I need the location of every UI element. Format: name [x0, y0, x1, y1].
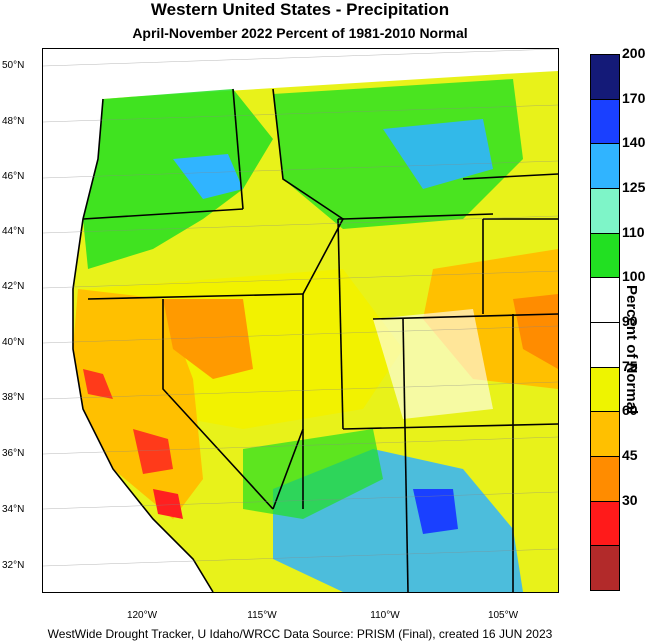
region-northwest-green: [83, 89, 273, 269]
legend-swatch: [590, 143, 620, 189]
state-boundaries: [82, 88, 558, 592]
region-washington-blue: [173, 154, 243, 199]
legend-swatch: [590, 188, 620, 234]
legend-swatch: [590, 98, 620, 145]
lon-label: 105°W: [487, 610, 519, 621]
legend-tick-label: 100: [622, 268, 646, 285]
lon-label: 120°W: [126, 610, 158, 621]
legend-tick-label: 125: [622, 179, 646, 195]
region-new-mexico-darkblue: [413, 489, 458, 534]
legend-tick-label: 170: [622, 89, 646, 106]
legend-swatch: [590, 500, 620, 547]
lat-label: 44°N: [2, 226, 25, 237]
region-plains-darkorange: [513, 294, 558, 369]
graticule: [43, 49, 558, 567]
region-norcal-red: [83, 369, 113, 399]
legend-swatch: [590, 366, 620, 413]
lat-label: 34°N: [2, 504, 25, 515]
lon-label: 115°W: [247, 610, 277, 621]
legend-tick-label: 140: [622, 134, 646, 151]
legend-swatch: [590, 54, 620, 100]
coastline: [72, 98, 214, 592]
lat-label: 42°N: [2, 281, 25, 292]
legend-swatch: [590, 232, 620, 279]
lat-label: 40°N: [2, 337, 25, 348]
lat-label: 36°N: [2, 448, 25, 459]
legend-tick-label: 200: [622, 45, 646, 61]
legend-tick-label: 110: [622, 223, 645, 240]
region-nevada-orange: [163, 299, 253, 379]
legend-tick-label: 60: [622, 402, 638, 419]
map-canvas: [43, 49, 558, 592]
region-montana-green: [273, 79, 523, 229]
legend-swatch: [590, 277, 620, 323]
lon-label: 110°W: [370, 610, 400, 621]
legend-tick-label: 45: [622, 447, 638, 463]
footer-credits: WestWide Drought Tracker, U Idaho/WRCC D…: [47, 627, 553, 641]
legend-swatch: [590, 411, 620, 457]
legend-swatch: [590, 545, 620, 591]
legend-tick-label: 30: [622, 491, 638, 508]
map-subtitle: April-November 2022 Percent of 1981-2010…: [132, 25, 468, 41]
legend-title: Percent of Normal: [623, 285, 640, 415]
region-central-california-red: [133, 429, 173, 474]
legend-swatch: [590, 456, 620, 502]
lat-label: 32°N: [2, 560, 25, 571]
map-title: Western United States - Precipitation: [150, 0, 450, 19]
region-montana-blue: [383, 119, 493, 189]
legend-tick-label: 75: [622, 357, 638, 374]
legend-tick-label: 90: [622, 313, 638, 329]
lat-label: 38°N: [2, 392, 25, 403]
lat-label: 50°N: [2, 60, 25, 71]
legend-swatch: [590, 322, 620, 368]
precipitation-map: [42, 48, 559, 593]
lat-label: 46°N: [2, 171, 25, 182]
region-socal-red: [153, 489, 183, 519]
lat-label: 48°N: [2, 116, 25, 127]
